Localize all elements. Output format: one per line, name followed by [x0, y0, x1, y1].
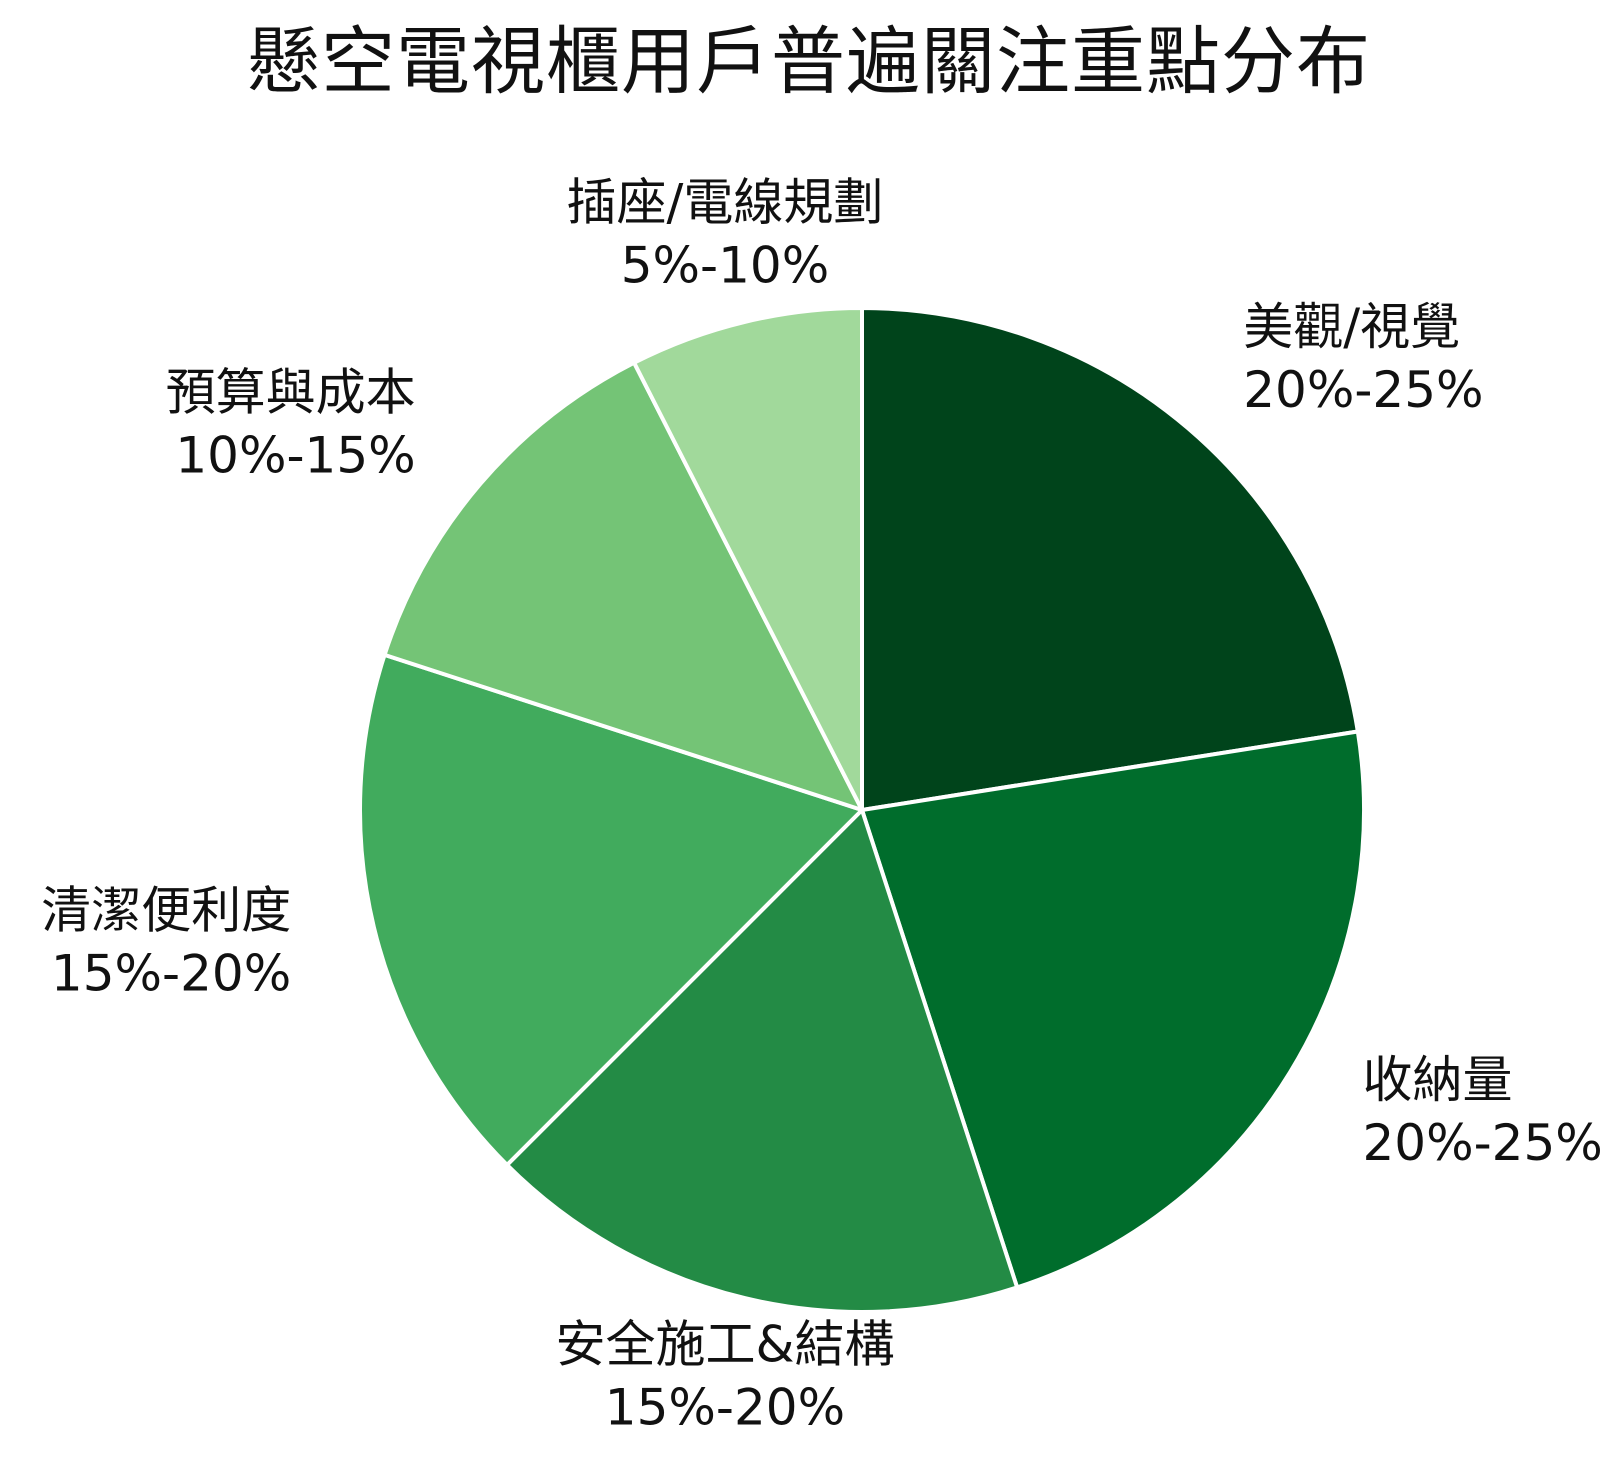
slice-label: 美觀/視覺 — [1243, 298, 1460, 356]
pie-labels: 美觀/視覺20%-25%收納量20%-25%安全施工&結構15%-20%清潔便利… — [41, 174, 1603, 1437]
pie-slices — [358, 306, 1366, 1314]
pie-slice — [382, 360, 864, 812]
slice-value-label: 15%-20% — [605, 1378, 845, 1436]
slice-value-label: 15%-20% — [51, 945, 291, 1003]
pie-slice — [632, 306, 864, 812]
slice-value-label: 20%-25% — [1362, 1114, 1602, 1172]
pie-slice — [860, 729, 1366, 1290]
slice-label: 安全施工&結構 — [555, 1315, 894, 1373]
pie-slice — [358, 652, 864, 1167]
slice-value-label: 5%-10% — [621, 237, 830, 295]
chart-title: 懸空電視櫃用戶普遍關注重點分布 — [246, 19, 1371, 105]
pie-slice — [505, 808, 1020, 1314]
slice-label: 插座/電線規劃 — [567, 174, 884, 232]
slice-label: 預算與成本 — [166, 363, 416, 421]
slice-label: 收納量 — [1362, 1051, 1512, 1109]
pie-slice — [860, 306, 1360, 812]
slice-value-label: 20%-25% — [1243, 361, 1483, 419]
slice-label: 清潔便利度 — [41, 882, 291, 940]
slice-value-label: 10%-15% — [175, 426, 415, 484]
